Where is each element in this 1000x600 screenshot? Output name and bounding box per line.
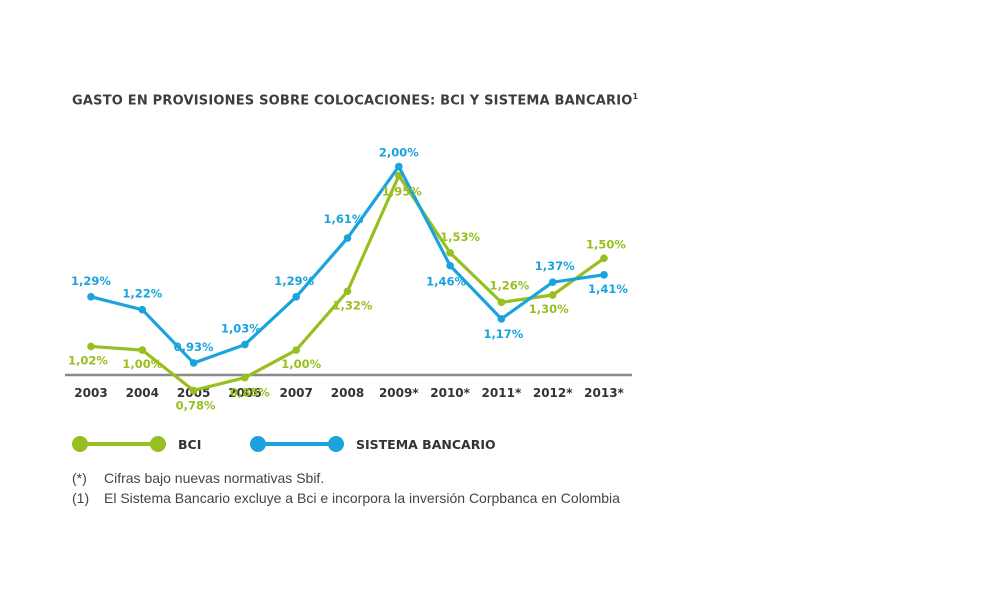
data-label-bci: 0,78% [176,398,216,412]
legend-item-bci: BCI [72,436,201,452]
legend-label-sistema-bancario: SISTEMA BANCARIO [356,436,496,452]
x-tick-label: 2010* [430,386,470,400]
data-point-bci [292,346,301,354]
series-line-sistema-bancario [89,164,606,365]
data-label-sistema-bancario: 1,61% [324,212,364,226]
data-point-bci [189,386,198,395]
data-point-bci [497,298,506,307]
legend-item-sistema-bancario: SISTEMA BANCARIO [250,436,496,452]
data-point-sistema-bancario [343,234,352,242]
data-label-bci: 1,50% [586,237,626,251]
data-label-sistema-bancario: 1,41% [588,282,628,296]
data-point-sistema-bancario [395,162,403,171]
footnote-mark: (1) [72,490,90,506]
data-label-sistema-bancario: 1,22% [122,287,162,301]
data-label-sistema-bancario: 1,17% [483,327,523,341]
data-point-sistema-bancario [548,278,557,286]
data-label-bci: 1,32% [333,298,373,312]
footnotes: (*) Cifras bajo nuevas normativas Sbif. … [72,468,620,508]
chart-title-text: GASTO EN PROVISIONES SOBRE COLOCACIONES:… [72,93,633,109]
data-label-sistema-bancario: 1,29% [274,274,314,288]
data-point-sistema-bancario [446,261,454,270]
data-point-bci [446,248,454,257]
data-point-bci [600,254,608,263]
x-tick-label: 2007 [279,386,312,400]
data-point-bci [343,287,352,296]
data-point-bci [87,342,95,351]
data-label-bci: 1,53% [440,230,480,244]
data-point-sistema-bancario [497,315,506,323]
footnote-text: Cifras bajo nuevas normativas Sbif. [104,470,325,486]
x-tick-label: 2009* [379,386,419,400]
data-label-bci: 1,95% [382,185,422,199]
data-label-bci: 0,85% [230,386,270,400]
x-tick-label: 2006 [228,386,261,400]
data-label-sistema-bancario: 0,93% [174,340,214,354]
data-label-sistema-bancario: 1,37% [535,259,575,273]
chart-title-superscript: 1 [632,92,639,101]
data-label-sistema-bancario: 1,29% [71,274,111,288]
data-label-bci: 1,30% [529,302,569,316]
data-point-sistema-bancario [87,293,95,301]
line-chart: 2003200420052006200720082009*2010*2011*2… [65,145,632,412]
chart-title: GASTO EN PROVISIONES SOBRE COLOCACIONES:… [72,92,638,108]
data-point-sistema-bancario [241,340,249,349]
x-tick-label: 2003 [74,386,107,400]
data-label-sistema-bancario: 2,00% [379,145,419,159]
data-point-sistema-bancario [600,271,608,279]
legend-label-bci: BCI [178,436,202,452]
data-label-bci: 1,00% [122,357,162,371]
data-label-bci: 1,02% [68,353,108,367]
data-point-bci [395,171,403,180]
legend-swatch-sistema-bancario [250,436,344,452]
footnote-text: El Sistema Bancario excluye a Bci e inco… [104,490,620,506]
data-point-bci [241,373,249,382]
data-label-sistema-bancario: 1,03% [221,322,261,336]
x-tick-label: 2013* [584,386,624,400]
data-point-bci [548,291,557,299]
data-label-bci: 1,00% [281,357,321,371]
data-label-bci: 1,26% [489,278,529,292]
x-tick-label: 2004 [126,386,159,400]
footnote-mark: (*) [72,470,87,486]
legend-swatch-bci [72,436,166,452]
data-point-bci [138,346,147,354]
data-label-sistema-bancario: 1,46% [426,275,466,289]
footnote-row: (*) Cifras bajo nuevas normativas Sbif. [72,468,620,488]
data-point-sistema-bancario [189,359,198,367]
data-point-sistema-bancario [138,305,147,314]
x-tick-label: 2008 [331,386,364,400]
x-tick-label: 2011* [482,386,522,400]
data-point-sistema-bancario [292,293,301,301]
x-tick-label: 2012* [533,386,573,400]
footnote-row: (1) El Sistema Bancario excluye a Bci e … [72,488,620,508]
